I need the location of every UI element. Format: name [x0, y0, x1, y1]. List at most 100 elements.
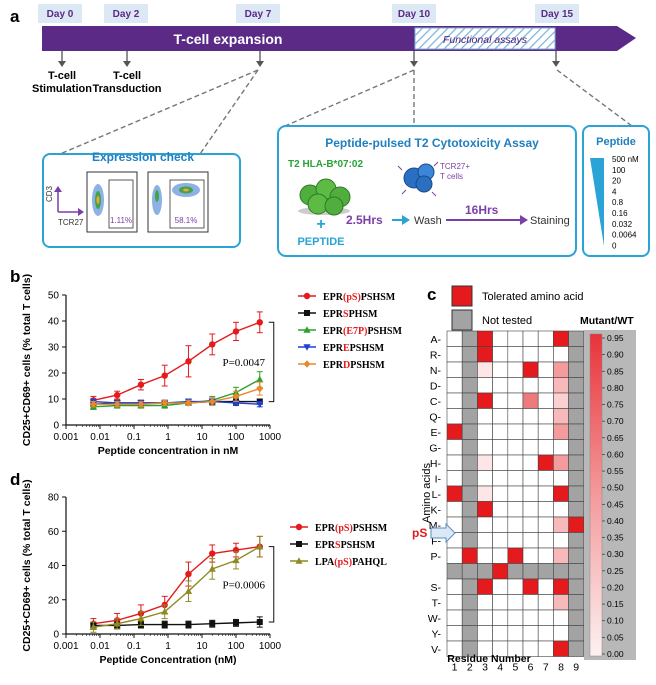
svg-text:TCR27: TCR27: [58, 218, 84, 227]
x-tick-label: 0.1: [127, 432, 141, 443]
data-point: [185, 570, 192, 578]
heatmap-cell: [553, 563, 569, 580]
heatmap-cell: [537, 439, 554, 456]
heatmap-cell: [522, 516, 539, 533]
row-label: S-: [431, 582, 442, 594]
heatmap-cell: [537, 578, 554, 595]
heatmap-cell: [553, 547, 569, 564]
t-cells-icon: [397, 161, 439, 197]
heatmap-cell: [492, 485, 509, 502]
staining-label: Staining: [530, 215, 570, 227]
colorbar-tick-label: 0.75: [607, 400, 624, 410]
heatmap-cell: [568, 408, 585, 425]
heatmap-cell: [522, 330, 539, 347]
heatmap-cell: [477, 547, 493, 564]
heatmap-cell: [537, 361, 554, 378]
peptide-conc: 500 nM: [612, 155, 639, 164]
heatmap-cell: [461, 625, 478, 642]
heatmap-cell: [492, 377, 509, 394]
heatmap-cell: [537, 408, 554, 425]
row-label: P-: [431, 551, 442, 563]
colorbar-tick-label: 0.70: [607, 416, 624, 426]
heatmap-cell: [537, 609, 554, 626]
heatmap-cell: [537, 516, 554, 533]
heatmap: A-R-N-D-C-Q-E-G-H-I-L-K-M-F-P-S-T-W-Y-V-…: [428, 330, 585, 674]
heatmap-cell: [568, 640, 585, 657]
heatmap-cell: [568, 439, 585, 456]
heatmap-cell: [477, 361, 493, 378]
peptide-conc: 0.0064: [612, 231, 637, 240]
heatmap-cell: [568, 423, 585, 440]
y-tick-label: 10: [48, 395, 60, 406]
panel-d-label: d: [10, 470, 20, 489]
colorbar-tick-label: 0.45: [607, 499, 624, 509]
cytotox-title: Peptide-pulsed T2 Cytotoxicity Assay: [325, 136, 539, 150]
legend-not-tested-swatch: [451, 309, 473, 331]
heatmap-cell: [446, 361, 463, 378]
colorbar-tick-label: 0.05: [607, 632, 624, 642]
legend-marker: [295, 557, 303, 564]
heatmap-cell: [507, 501, 524, 518]
colorbar-tick-label: 0.65: [607, 433, 624, 443]
heatmap-cell: [553, 516, 569, 533]
y-tick-label: 40: [48, 317, 60, 328]
heatmap-cell: [507, 377, 524, 394]
heatmap-cell: [522, 392, 539, 409]
legend-marker: [303, 344, 311, 351]
row-label: K-: [431, 504, 442, 516]
heatmap-cell: [461, 330, 478, 347]
heatmap-cell: [507, 625, 524, 642]
expression-check-box: [42, 153, 241, 248]
heatmap-cell: [461, 392, 478, 409]
heatmap-cell: [553, 408, 569, 425]
col-label: 1: [452, 662, 458, 674]
heatmap-cell: [492, 501, 509, 518]
colorbar-tick-label: 0.10: [607, 616, 624, 626]
heatmap-cell: [507, 439, 524, 456]
heatmap-cell: [446, 578, 463, 595]
data-point: [89, 623, 98, 630]
y-tick-label: 50: [48, 291, 60, 302]
ps-label: pS: [412, 526, 427, 540]
heatmap-cell: [522, 454, 539, 471]
heatmap-cell: [568, 563, 585, 580]
heatmap-cell: [537, 532, 554, 549]
heatmap-cell: [568, 470, 585, 487]
heatmap-cell: [568, 454, 585, 471]
colorbar-tick-label: 0.20: [607, 582, 624, 592]
col-label: 5: [512, 662, 518, 674]
legend-tolerated-swatch: [451, 285, 473, 307]
heatmap-cell: [461, 609, 478, 626]
heatmap-cell: [522, 609, 539, 626]
peptide-conc: 0: [612, 241, 617, 250]
heatmap-cell: [537, 330, 554, 347]
data-point: [113, 391, 121, 399]
colorbar-tick-label: 0.80: [607, 383, 624, 393]
heatmap-cell: [461, 594, 478, 611]
day-label: Day 10: [398, 9, 431, 20]
y-tick-label: 0: [53, 630, 59, 641]
y-tick-label: 30: [48, 343, 60, 354]
data-point: [232, 556, 240, 564]
data-point: [137, 381, 145, 388]
data-point: [208, 397, 216, 406]
heatmap-cell: [477, 408, 493, 425]
heatmap-cell: [446, 563, 463, 580]
heatmap-cell: [522, 361, 539, 378]
heatmap-cell: [507, 330, 524, 347]
heatmap-cell: [553, 640, 569, 657]
heatmap-cell: [477, 454, 493, 471]
heatmap-cell: [522, 377, 539, 394]
heatmap-cell: [507, 532, 524, 549]
colorbar-tick-label: 0.40: [607, 516, 624, 526]
heatmap-cell: [446, 439, 463, 456]
heatmap-cell: [568, 377, 585, 394]
x-axis-title: Peptide concentration in nM: [98, 445, 239, 457]
data-point: [161, 399, 169, 407]
peptide-conc: 0.16: [612, 209, 628, 218]
series-line: [93, 321, 261, 401]
data-point: [256, 542, 264, 550]
series-line: [93, 545, 260, 625]
colorbar-gradient: [589, 333, 603, 657]
heatmap-cell: [537, 392, 554, 409]
